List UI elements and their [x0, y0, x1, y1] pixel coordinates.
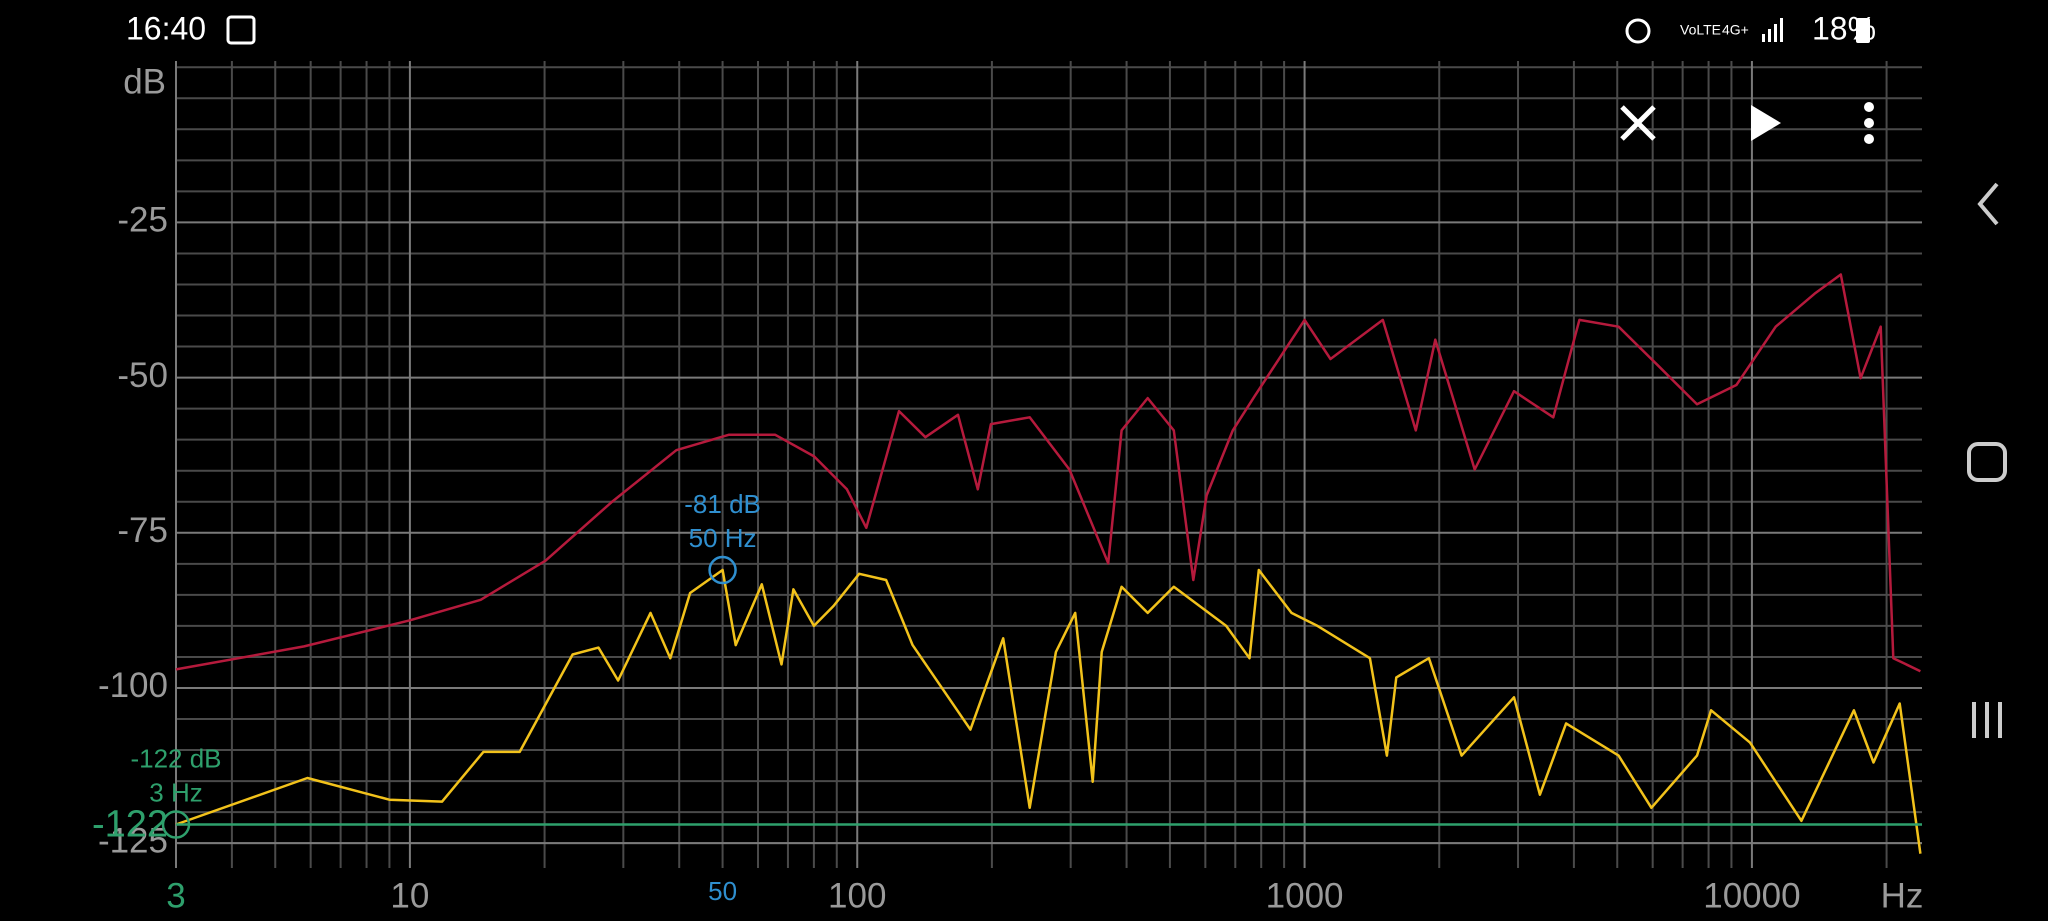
cursor-label: -81 dB — [684, 489, 761, 519]
network-icon: 4G+ — [1722, 22, 1749, 38]
cursor-marker — [708, 555, 737, 585]
plot: 10 100 1000 10000 -125 -100 -75 -50 -25 dB Hz -122 … — [92, 61, 1923, 915]
nav-home[interactable] — [1967, 442, 2007, 482]
cursor-label: -122 dB — [130, 743, 221, 773]
y-tick-label: -25 — [117, 201, 168, 240]
play-button[interactable] — [1751, 105, 1781, 141]
cursor-marker — [161, 810, 191, 839]
x-tick-label: 10 — [390, 876, 429, 915]
spectrum-line — [175, 568, 1922, 854]
x-axis-label: Hz — [1881, 876, 1924, 915]
cursor-x-label: 3 — [166, 876, 185, 915]
cursor-x-label: 50 — [708, 876, 737, 906]
x-tick-label: 100 — [828, 876, 886, 915]
nav-recents[interactable] — [1972, 702, 2002, 738]
y-tick-label: -125 — [98, 821, 168, 860]
nav-back[interactable] — [1977, 182, 1999, 226]
cursor-label: 50 Hz — [689, 523, 757, 553]
y-axis-label: dB — [123, 62, 166, 101]
cursor-label: 3 Hz — [149, 777, 202, 807]
x-tick-label: 10000 — [1703, 876, 1800, 915]
gallery-icon — [226, 15, 256, 45]
close-button[interactable] — [1620, 105, 1656, 141]
volte-icon: VoLTE — [1680, 22, 1721, 38]
y-tick-label: -100 — [98, 666, 168, 705]
cursor-y-label: -122 — [92, 804, 168, 846]
x-tick-label: 1000 — [1266, 876, 1344, 915]
y-tick-label: -75 — [117, 511, 168, 550]
alarm-icon — [1625, 18, 1651, 44]
menu-button[interactable] — [1864, 102, 1874, 144]
y-tick-label: -50 — [117, 356, 168, 395]
signal-icon — [1762, 18, 1783, 42]
battery-icon — [1856, 18, 1870, 43]
spectrum-line — [175, 273, 1921, 673]
status-time: 16:40 — [126, 10, 206, 46]
